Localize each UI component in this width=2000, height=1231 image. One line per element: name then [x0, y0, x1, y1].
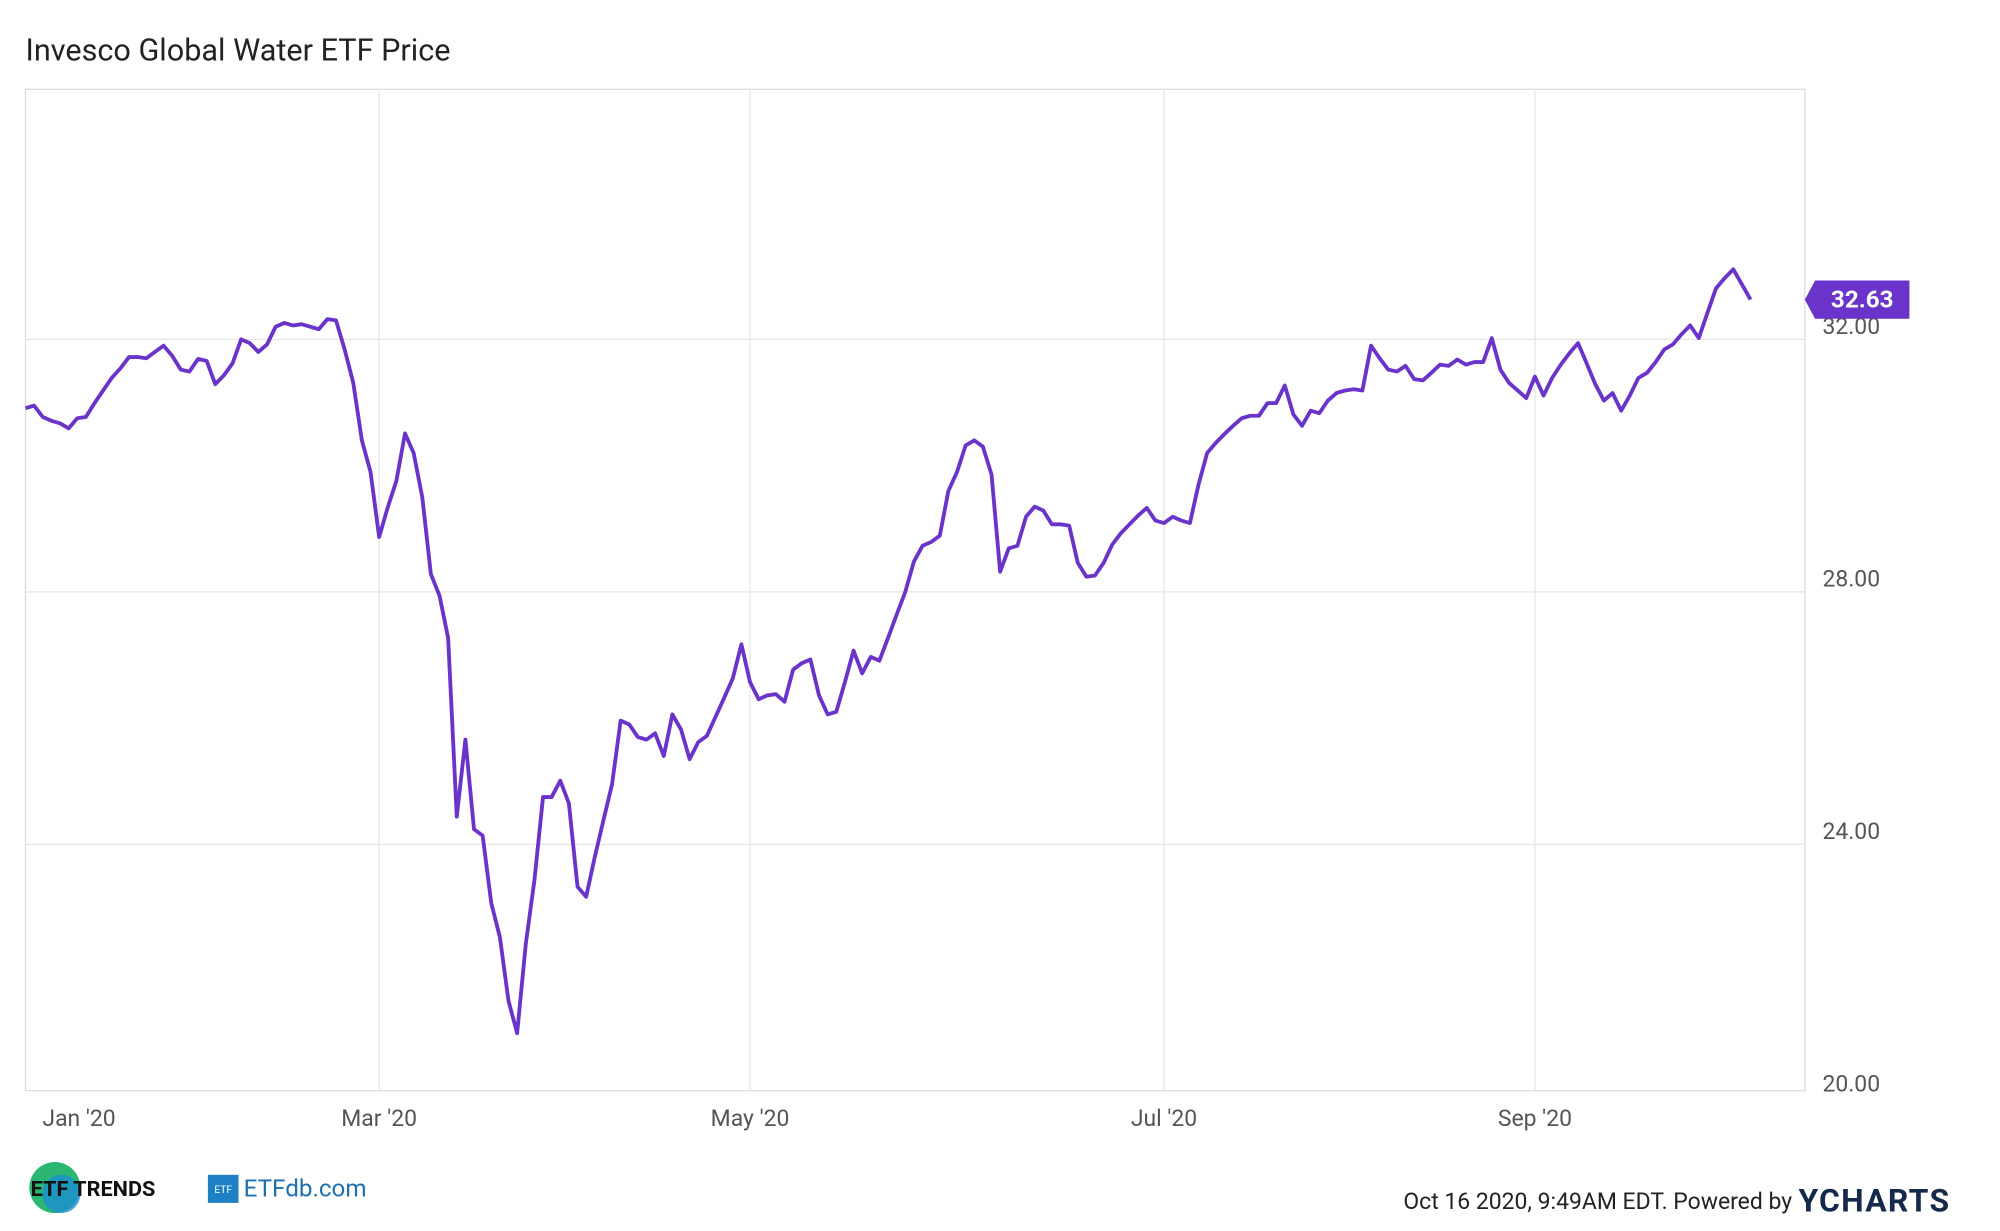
footer-brand: YCHARTS	[1798, 1181, 1950, 1219]
y-tick-label: 28.00	[1822, 565, 1880, 592]
logo-etfdb: ETFdb.com	[244, 1175, 367, 1203]
x-tick-label: Jul '20	[1131, 1105, 1197, 1132]
footer-timestamp: Oct 16 2020, 9:49AM EDT. Powered by	[1403, 1188, 1792, 1215]
y-tick-label: 20.00	[1822, 1071, 1880, 1098]
price-line	[24, 267, 1753, 1036]
last-value-label: 32.63	[1831, 285, 1894, 313]
logos: ETF TRENDS ETF ETFdb.com	[29, 1162, 367, 1214]
y-tick-label: 24.00	[1822, 818, 1880, 845]
logo-etfdb-badge	[207, 1174, 239, 1203]
x-tick-label: Sep '20	[1498, 1105, 1572, 1132]
last-value-badge	[1804, 280, 1910, 319]
logo-etf-trends: ETF TRENDS	[31, 1177, 156, 1202]
x-tick-label: Mar '20	[341, 1105, 417, 1132]
logo-circle-inner	[42, 1174, 81, 1214]
x-tick-label: Jan '20	[42, 1105, 115, 1132]
grid	[25, 89, 1805, 1091]
logo-etfdb-badge-text: ETF	[214, 1185, 232, 1196]
plot-frame	[24, 88, 1806, 1092]
x-tick-label: May '20	[711, 1105, 790, 1132]
chart-title: Invesco Global Water ETF Price	[26, 33, 451, 68]
